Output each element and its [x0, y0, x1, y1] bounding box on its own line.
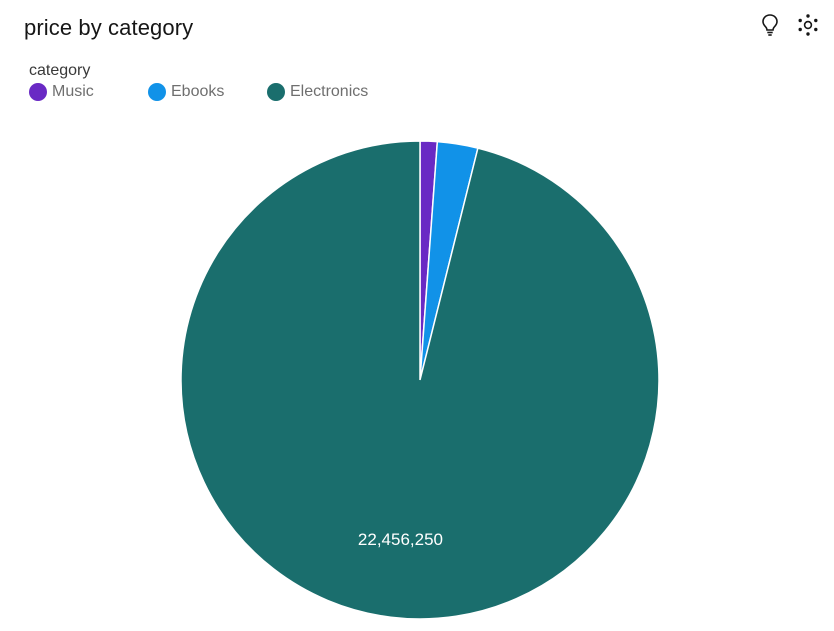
settings-dots-icon: [796, 13, 820, 42]
legend-item-music[interactable]: Music: [29, 83, 94, 101]
chart-toolbar: [758, 13, 820, 42]
chart-settings-button[interactable]: [796, 13, 820, 42]
legend-label: Ebooks: [171, 83, 225, 100]
legend-swatch: [267, 83, 285, 101]
legend-swatch: [148, 83, 166, 101]
legend: category Music Ebooks Electronics: [29, 62, 368, 105]
legend-title: category: [29, 62, 91, 79]
legend-swatch: [29, 83, 47, 101]
slice-data-label: 22,456,250: [358, 530, 443, 549]
legend-item-electronics[interactable]: Electronics: [267, 83, 368, 101]
insights-button[interactable]: [758, 13, 782, 42]
lightbulb-icon: [760, 13, 780, 42]
pie-slice-electronics[interactable]: [180, 140, 660, 620]
legend-items: Music Ebooks Electronics: [29, 83, 368, 105]
chart-title: price by category: [24, 15, 194, 40]
legend-item-ebooks[interactable]: Ebooks: [148, 83, 224, 101]
legend-label: Music: [52, 83, 94, 100]
legend-label: Electronics: [290, 83, 369, 100]
